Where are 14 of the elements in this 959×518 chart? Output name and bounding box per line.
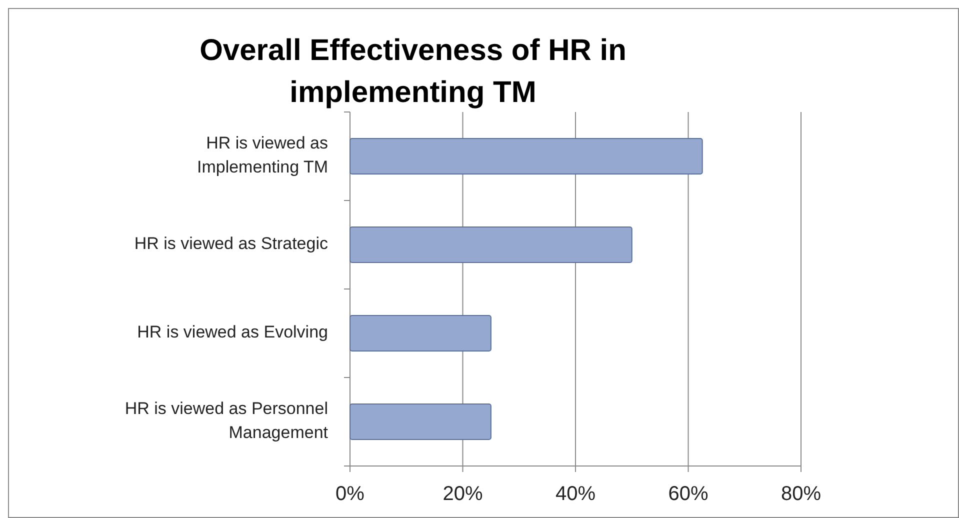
x-tick-label: 80%: [780, 483, 822, 505]
chart-title: Overall Effectiveness of HR in implementing TM: [200, 34, 626, 109]
bar: [350, 226, 632, 263]
y-tick-label: HR is viewed as Personnel Management: [124, 399, 328, 442]
x-tick-label: 40%: [555, 483, 596, 505]
y-tick-label: HR is viewed as Implementing TM: [196, 134, 328, 177]
bar: [350, 404, 492, 440]
bar: [350, 315, 492, 352]
y-tick-label: HR is viewed as Evolving: [137, 322, 328, 342]
y-tick-label: HR is viewed as Strategic: [134, 234, 328, 254]
x-tick-label: 60%: [668, 483, 708, 505]
x-tick-label: 20%: [442, 483, 483, 505]
bar: [350, 138, 703, 174]
x-tick-label: 0%: [336, 483, 365, 505]
